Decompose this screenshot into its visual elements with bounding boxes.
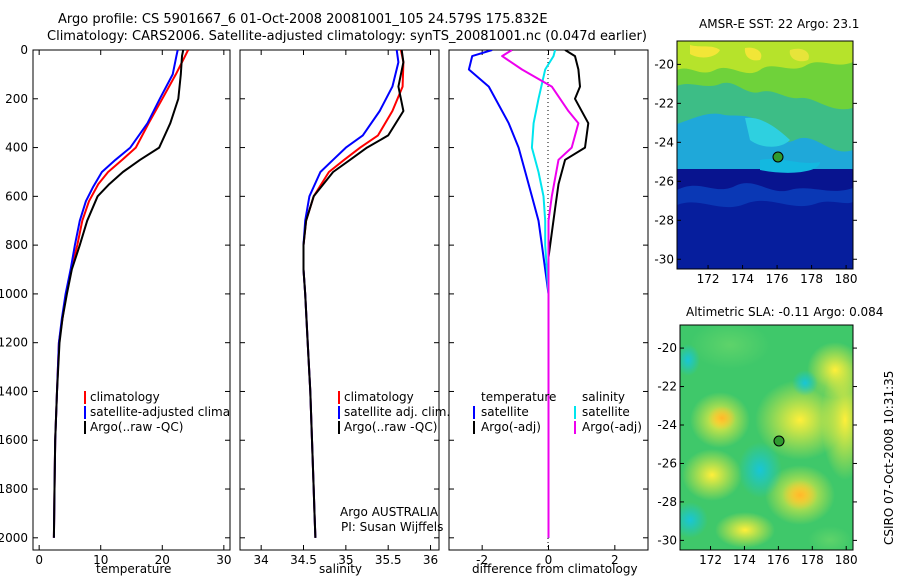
- salinity-annotation-pi: PI: Susan Wijffels: [341, 520, 444, 534]
- sst-argo-float-marker: [772, 151, 784, 163]
- map-lat-label: -26: [657, 456, 677, 470]
- x-tick-label: 30: [216, 553, 231, 567]
- temp-legend-climatology: climatology: [90, 390, 160, 404]
- map-lon-label: 172: [699, 553, 722, 567]
- x-tick-label: 35.5: [375, 553, 402, 567]
- x-tick-label: 10: [93, 553, 108, 567]
- sla-map: [679, 324, 854, 551]
- temperature-series: [52, 50, 189, 538]
- map-lat-label: -20: [657, 341, 677, 355]
- map-lat-label: -30: [654, 252, 674, 266]
- depth-tick-label: 1600: [0, 433, 28, 447]
- salinity-axes: [239, 49, 440, 551]
- csiro-timestamp: CSIRO 07-Oct-2008 10:31:35: [882, 370, 896, 545]
- salinity-xlabel: salinity: [319, 562, 363, 576]
- map-lat-label: -24: [654, 135, 674, 149]
- temperature-ticks: 0 10 20 30 0 200 400 600 800 1000 1200 1400 1600 1800…: [0, 43, 231, 567]
- temperature-xlabel: temperature: [96, 562, 172, 576]
- sal-legend-argo: Argo(..raw -QC): [344, 420, 438, 434]
- series-line-argo-raw-qc-: [52, 50, 185, 538]
- map-lon-label: 172: [697, 272, 720, 286]
- depth-tick-label: 1000: [0, 287, 28, 301]
- x-tick-label: 34.5: [290, 553, 317, 567]
- sal-legend-climatology: climatology: [344, 390, 414, 404]
- depth-tick-label: 1800: [0, 482, 28, 496]
- depth-tick-label: 600: [5, 189, 28, 203]
- map-lat-label: -24: [657, 418, 677, 432]
- series-line-argo-raw-qc-: [302, 50, 405, 538]
- x-tick-label: 0: [35, 553, 43, 567]
- depth-tick-label: 2000: [0, 531, 28, 545]
- series-line-salinity-argo-adj-: [501, 50, 580, 538]
- x-tick-label: 2: [611, 553, 619, 567]
- map-lon-label: 176: [767, 553, 790, 567]
- depth-tick-label: 1200: [0, 336, 28, 350]
- x-tick-label: 36: [423, 553, 438, 567]
- map-lon-label: 176: [766, 272, 789, 286]
- temperature-axes: [32, 49, 231, 551]
- x-tick-label: -2: [476, 553, 488, 567]
- depth-tick-label: 400: [5, 141, 28, 155]
- map-lon-label: 174: [733, 553, 756, 567]
- x-tick-label: 35: [338, 553, 353, 567]
- diff-legend-t-satellite: satellite: [481, 405, 529, 419]
- map-lat-label: -28: [657, 495, 677, 509]
- map-lat-label: -22: [654, 96, 674, 110]
- map-lon-label: 178: [800, 272, 823, 286]
- depth-tick-label: 1400: [0, 384, 28, 398]
- map-lon-label: 180: [835, 553, 858, 567]
- salinity-annotation-program: Argo AUSTRALIA: [340, 505, 439, 519]
- figure-title-line2: Climatology: CARS2006. Satellite-adjuste…: [47, 29, 647, 44]
- figure-title-line1: Argo profile: CS 5901667_6 01-Oct-2008 2…: [58, 12, 548, 27]
- sst-map: [676, 40, 854, 270]
- diff-legend-salinity-heading: salinity: [582, 390, 626, 404]
- difference-ticks: -2 0 2: [449, 49, 648, 567]
- diff-legend-s-argo: Argo(-adj): [582, 420, 642, 434]
- sst-map-title: AMSR-E SST: 22 Argo: 23.1: [699, 17, 860, 31]
- temp-legend-satellite: satellite-adjusted climatology: [90, 405, 230, 419]
- map-lat-label: -22: [657, 380, 677, 394]
- diff-legend-temperature-heading: temperature: [481, 390, 557, 404]
- sla-argo-float-marker: [773, 435, 785, 447]
- difference-xlabel: difference from climatology: [472, 562, 638, 576]
- map-lon-label: 178: [801, 553, 824, 567]
- x-tick-label: 20: [155, 553, 170, 567]
- sst-map-ticks: 172 174 176 178 180 -20 -22 -24 -26 -28 -30: [654, 57, 857, 286]
- sal-legend-satellite: satellite adj. clim.: [344, 405, 451, 419]
- map-lat-label: -26: [654, 174, 674, 188]
- map-lat-label: -30: [657, 533, 677, 547]
- map-lon-label: 174: [731, 272, 754, 286]
- diff-legend-t-argo: Argo(-adj): [481, 420, 541, 434]
- x-tick-label: 0: [545, 553, 553, 567]
- x-tick-label: 34: [254, 553, 269, 567]
- salinity-ticks: 34 34.5 35 35.5 36: [240, 49, 439, 567]
- temp-legend-argo: Argo(..raw -QC): [90, 420, 184, 434]
- map-lon-label: 180: [835, 272, 858, 286]
- series-line-salinity-satellite: [530, 50, 557, 538]
- map-lat-label: -20: [654, 57, 674, 71]
- depth-tick-label: 200: [5, 92, 28, 106]
- difference-series: [467, 50, 590, 538]
- sla-map-ticks: 172 174 176 178 180 -20 -22 -24 -26 -28 -30: [657, 341, 857, 567]
- depth-tick-label: 0: [20, 43, 28, 57]
- diff-legend-s-satellite: satellite: [582, 405, 630, 419]
- map-lat-label: -28: [654, 213, 674, 227]
- depth-tick-label: 800: [5, 238, 28, 252]
- sla-map-title: Altimetric SLA: -0.11 Argo: 0.084: [686, 305, 884, 319]
- salinity-series: [302, 50, 405, 538]
